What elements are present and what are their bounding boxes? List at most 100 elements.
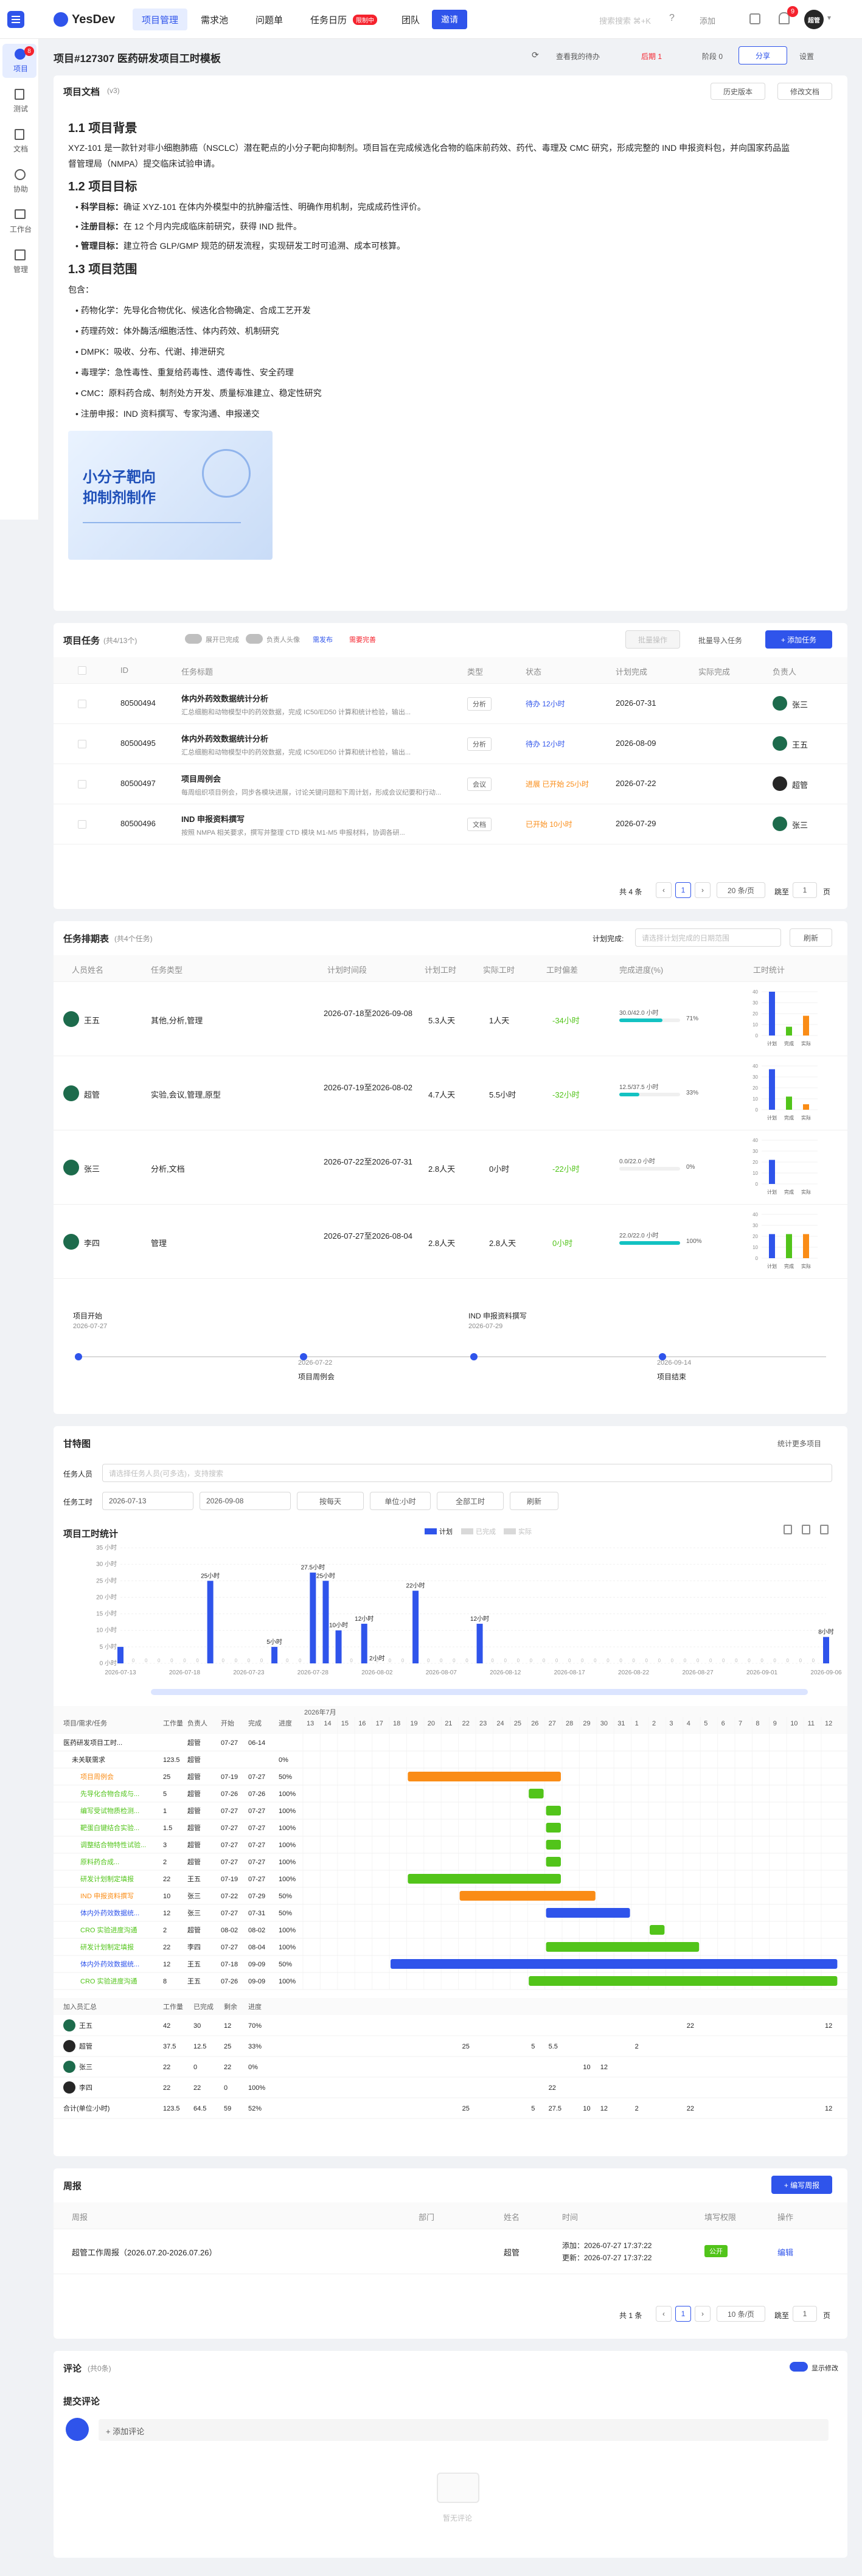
date-to-input[interactable]: 2026-09-08 — [200, 1492, 291, 1510]
task-title[interactable]: IND 申报资料撰写 — [181, 815, 245, 824]
nav-requirements[interactable]: 需求池 — [201, 15, 229, 26]
gantt-refresh-button[interactable]: 刷新 — [510, 1492, 558, 1510]
sum-cell: 12 — [825, 2022, 832, 2030]
scope-select[interactable]: 全部工时 — [437, 1492, 504, 1510]
task-title[interactable]: 体内外药效数据统计分析 — [181, 734, 269, 743]
export-icon[interactable] — [784, 1525, 792, 1534]
task-status[interactable]: 进展 已开始 25小时 — [526, 780, 589, 788]
prev-page-button[interactable]: ‹ — [656, 2306, 672, 2322]
settings-button[interactable]: 设置 — [799, 52, 815, 61]
task-status[interactable]: 待办 12小时 — [526, 740, 565, 748]
bell-icon[interactable] — [779, 12, 790, 24]
download-icon[interactable] — [820, 1525, 829, 1534]
gantt-column-header: 工作量 — [163, 1719, 183, 1727]
task-plan-date: 2026-07-22 — [616, 779, 656, 788]
goto-page-input[interactable]: 1 — [793, 882, 817, 898]
refresh-icon[interactable]: ⟳ — [532, 50, 539, 60]
gantt-progress: 100% — [279, 1978, 296, 1985]
overdue-link[interactable]: 后期 1 — [641, 52, 662, 61]
help-icon[interactable]: ? — [669, 13, 675, 23]
edit-report-link[interactable]: 编辑 — [777, 2248, 794, 2257]
sidebar-item-test[interactable]: 测试 — [2, 84, 36, 118]
gantt-end: 07-26 — [248, 1791, 265, 1798]
task-title[interactable]: 体内外药效数据统计分析 — [181, 694, 269, 703]
checklist-icon[interactable] — [749, 13, 760, 24]
gantt-day: 14 — [324, 1720, 331, 1727]
invite-button[interactable]: 邀请 — [432, 10, 467, 29]
report-name[interactable]: 超管工作周报（2026.07.20-2026.07.26） — [72, 2248, 217, 2257]
sidebar-item-assist[interactable]: 协助 — [2, 164, 36, 198]
gantt-task-name: 项目周例会 — [80, 1772, 114, 1781]
user-avatar[interactable]: 超管 — [804, 10, 824, 29]
nav-issues[interactable]: 问题单 — [255, 15, 283, 26]
date-from-input[interactable]: 2026-07-13 — [102, 1492, 193, 1510]
nav-team[interactable]: 团队 — [401, 15, 420, 26]
goto-page-input[interactable]: 1 — [793, 2306, 817, 2322]
table-row[interactable]: 80500495 体内外药效数据统计分析 汇总细胞和动物模型中的药效数据，完成 IC… — [54, 724, 847, 764]
task-status[interactable]: 待办 12小时 — [526, 700, 565, 708]
history-button[interactable]: 历史版本 — [711, 83, 765, 100]
row-checkbox[interactable] — [78, 820, 86, 829]
chevron-down-icon[interactable]: ▾ — [827, 13, 832, 22]
group-select[interactable]: 按每天 — [297, 1492, 364, 1510]
table-row[interactable]: 超管工作周报（2026.07.20-2026.07.26） 超管 添加：2026… — [54, 2229, 847, 2274]
nav-calendar[interactable]: 任务日历 — [310, 15, 347, 26]
period-range-input[interactable]: 请选择计划完成的日期范围 — [635, 928, 781, 947]
assignee-select[interactable]: 请选择任务人员(可多选)，支持搜索 — [102, 1464, 832, 1482]
filter-tag[interactable]: 需发布 — [313, 636, 333, 644]
sidebar-badge: 8 — [24, 46, 34, 56]
mini-bar-chart: 40 30 20 10 0 计划 完成 实际 — [753, 1138, 818, 1195]
page-number[interactable]: 1 — [675, 882, 691, 898]
sum-cell: 10 — [583, 2064, 590, 2071]
gantt-start: 07-27 — [221, 1944, 238, 1951]
task-status[interactable]: 已开始 10小时 — [526, 820, 572, 829]
gantt-progress: 0% — [279, 1756, 288, 1764]
chart-zoom-slider[interactable] — [151, 1689, 808, 1695]
table-row[interactable]: 80500497 项目周例会 每周组织项目例会，同步各模块进展，讨论关键问题和下周计… — [54, 764, 847, 804]
add-menu[interactable]: 添加 — [700, 16, 716, 26]
more-projects-link[interactable]: 统计更多项目 — [777, 1439, 822, 1448]
next-page-button[interactable]: › — [695, 882, 711, 898]
add-task-button[interactable]: + 添加任务 — [765, 630, 832, 649]
row-checkbox[interactable] — [78, 740, 86, 748]
unit-select[interactable]: 单位:小时 — [370, 1492, 431, 1510]
gantt-owner: 超管 — [187, 1772, 201, 1781]
filter-tag[interactable]: 需要完善 — [349, 636, 376, 644]
batch-action-button[interactable]: 批量操作 — [625, 630, 680, 649]
row-checkbox[interactable] — [78, 780, 86, 788]
table-row[interactable]: 80500496 IND 申报资料撰写 按照 NMPA 相关要求，撰写并整理 CTD… — [54, 804, 847, 844]
menu-icon[interactable] — [7, 11, 24, 28]
write-report-button[interactable]: + 编写周报 — [771, 2176, 832, 2194]
row-checkbox[interactable] — [78, 700, 86, 708]
page-number[interactable]: 1 — [675, 2306, 691, 2322]
global-search-input[interactable]: 搜索搜索 ⌘+K — [599, 16, 651, 26]
batch-import-link[interactable]: 批量导入任务 — [698, 636, 743, 645]
sidebar-item-docs[interactable]: 文档 — [2, 124, 36, 158]
page-size-select[interactable]: 20 条/页 — [717, 882, 765, 898]
task-desc: 按照 NMPA 相关要求，撰写并整理 CTD 模块 M1-M5 申报材料，协调各… — [181, 829, 405, 837]
share-button[interactable]: 分享 — [739, 46, 787, 64]
toggle-avatar[interactable] — [246, 634, 263, 644]
toggle-completed[interactable] — [185, 634, 202, 644]
chart-type-icon[interactable] — [802, 1525, 810, 1534]
sidebar-item-admin[interactable]: 管理 — [2, 245, 36, 279]
prev-page-button[interactable]: ‹ — [656, 882, 672, 898]
stage-link[interactable]: 阶段 0 — [702, 52, 723, 61]
select-all-checkbox[interactable] — [78, 666, 86, 675]
gantt-start: 07-27 — [221, 1808, 238, 1815]
page-size-select[interactable]: 10 条/页 — [717, 2306, 765, 2322]
data-label: 2小时 — [369, 1655, 385, 1662]
sidebar-item-workbench[interactable]: 工作台 — [2, 204, 36, 238]
task-title[interactable]: 项目周例会 — [181, 775, 221, 784]
nav-project[interactable]: 项目管理 — [133, 9, 187, 30]
table-row[interactable]: 80500494 体内外药效数据统计分析 汇总细胞和动物模型中的药效数据，完成 IC… — [54, 684, 847, 724]
workload-refresh-button[interactable]: 刷新 — [790, 928, 832, 947]
my-todo-link[interactable]: 查看我的待办 — [556, 52, 600, 61]
next-page-button[interactable]: › — [695, 2306, 711, 2322]
sidebar-item-project[interactable]: 8 项目 — [2, 44, 36, 78]
edit-doc-button[interactable]: 修改文档 — [777, 83, 832, 100]
show-edits-toggle[interactable] — [790, 2362, 808, 2372]
sum-done: 22 — [193, 2084, 201, 2092]
add-comment-input[interactable]: + 添加评论 — [99, 2419, 829, 2441]
plan-hours: 5.3人天 — [428, 1016, 456, 1025]
